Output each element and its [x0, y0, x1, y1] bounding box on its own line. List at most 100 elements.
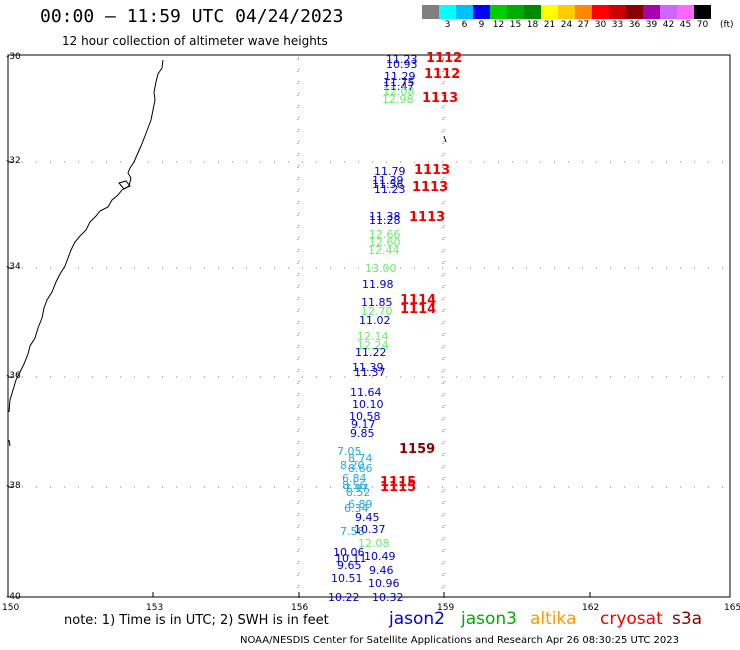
x-label-156: 156: [291, 603, 309, 613]
pass-time-label: 1113: [412, 180, 449, 195]
color-label-7: 24: [560, 20, 573, 30]
wave-height-label: 11.79: [374, 165, 406, 178]
color-swatch-8: [558, 5, 575, 19]
grid-ticks: [8, 161, 591, 597]
wave-height-label: 10.58: [349, 410, 381, 423]
wave-height-label: 12.70: [361, 305, 393, 318]
wave-height-label: 11.56: [372, 178, 404, 191]
y-label-38: -38: [6, 481, 21, 491]
color-label-0: 3: [444, 20, 451, 30]
pass-time-label: 1113: [409, 210, 446, 225]
wave-height-label: 10.11: [335, 552, 367, 565]
color-swatch-0: [422, 5, 439, 19]
credit-line: NOAA/NESDIS Center for Satellite Applica…: [240, 635, 679, 646]
island-mark: [443, 135, 447, 143]
coastline: [8, 59, 164, 447]
wave-height-label: 9.17: [351, 418, 376, 431]
wave-height-label: 11.75: [383, 76, 415, 89]
wave-height-label: 11.39: [372, 174, 404, 187]
wave-height-label: 12.08: [383, 85, 415, 98]
wave-height-label: 11.22: [355, 346, 387, 359]
color-swatch-12: [626, 5, 643, 19]
color-swatch-5: [507, 5, 524, 19]
wave-height-label: 12.60: [369, 236, 401, 249]
y-label-32: -32: [6, 156, 21, 166]
wave-height-label: 7.05: [337, 445, 362, 458]
wave-height-label: 11.37: [354, 366, 386, 379]
color-label-1: 6: [461, 20, 468, 30]
pass-time-label: 1113: [422, 91, 459, 106]
x-label-159: 159: [437, 603, 455, 613]
color-label-4: 15: [509, 20, 522, 30]
wave-height-label: 11.47: [383, 80, 415, 93]
wave-height-label: 10.37: [354, 523, 386, 536]
y-label-34: -34: [6, 262, 21, 272]
wave-height-label: 11.29: [384, 70, 416, 83]
color-label-9: 30: [594, 20, 607, 30]
color-label-12: 39: [645, 20, 658, 30]
color-label-14: 45: [679, 20, 692, 30]
wave-height-label: 12.08: [358, 537, 390, 550]
color-scale-bar: [422, 5, 711, 19]
pass-time-label: 1114: [400, 302, 437, 317]
wave-height-label: 11.23: [374, 183, 406, 196]
wave-height-label: 10.49: [364, 550, 396, 563]
color-swatch-9: [575, 5, 592, 19]
wave-height-label: 8.66: [348, 462, 373, 475]
wave-height-label: 12.14: [357, 330, 389, 343]
y-label-40: -40: [6, 592, 21, 602]
x-label-150: 150: [2, 603, 20, 613]
color-swatch-3: [473, 5, 490, 19]
color-swatch-1: [439, 5, 456, 19]
wave-height-label: 11.28: [369, 214, 401, 227]
y-label-30: -30: [6, 52, 21, 62]
legend-s3a: s3a: [672, 609, 703, 629]
color-scale-unit: (ft): [720, 20, 734, 30]
legend-cryosat: cryosat: [600, 609, 663, 629]
pass-time-label: 1112: [424, 67, 461, 82]
wave-height-label: 10.06: [333, 546, 365, 559]
wave-height-label: 6.89: [348, 498, 373, 511]
wave-height-label: 6.84: [342, 472, 367, 485]
wave-height-label: 11.64: [350, 386, 382, 399]
pass-time-label: 1115: [380, 475, 417, 490]
page-title: 00:00 – 11:59 UTC 04/24/2023: [40, 6, 344, 27]
pass-time-label: 1113: [414, 163, 451, 178]
subtitle: 12 hour collection of altimeter wave hei…: [62, 34, 328, 48]
wave-height-label: 10.22: [328, 591, 360, 604]
pass-time-label: 1114: [400, 293, 437, 308]
wave-height-label: 11.02: [359, 314, 391, 327]
color-label-8: 27: [577, 20, 590, 30]
color-label-3: 12: [492, 20, 505, 30]
color-swatch-14: [660, 5, 677, 19]
color-swatch-11: [609, 5, 626, 19]
wave-height-label: 10.32: [372, 591, 404, 604]
color-label-6: 21: [543, 20, 556, 30]
wave-height-label: 11.38: [369, 210, 401, 223]
wave-height-label: 8.74: [348, 452, 373, 465]
color-label-10: 33: [611, 20, 624, 30]
wave-height-label: 12.98: [382, 93, 414, 106]
wave-height-label: 9.85: [350, 427, 375, 440]
wave-height-label: 10.96: [368, 577, 400, 590]
wave-height-label: 8.52: [346, 486, 371, 499]
color-label-11: 36: [628, 20, 641, 30]
wave-height-label: 12.66: [369, 228, 401, 241]
pass-time-label: 1115: [380, 480, 417, 495]
color-scale-labels: 3 6 9 12 15 18 21 24 27 30 33 36 39 42 45 70: [422, 20, 711, 30]
wave-height-label: 12.44: [368, 244, 400, 257]
legend-altika: altika: [530, 609, 577, 629]
wave-height-label: 12.24: [357, 339, 389, 352]
wave-height-label: 13.00: [365, 262, 397, 275]
x-label-162: 162: [582, 603, 600, 613]
wave-height-label: 9.45: [355, 511, 380, 524]
wave-height-label: 7.97: [344, 482, 369, 495]
wave-height-label: 10.10: [352, 398, 384, 411]
color-swatch-16: [694, 5, 711, 19]
color-label-15: 70: [696, 20, 709, 30]
wave-height-label: 11.23: [386, 53, 418, 66]
color-swatch-7: [541, 5, 558, 19]
wave-height-label: 7.58: [340, 525, 365, 538]
color-label-5: 18: [526, 20, 539, 30]
